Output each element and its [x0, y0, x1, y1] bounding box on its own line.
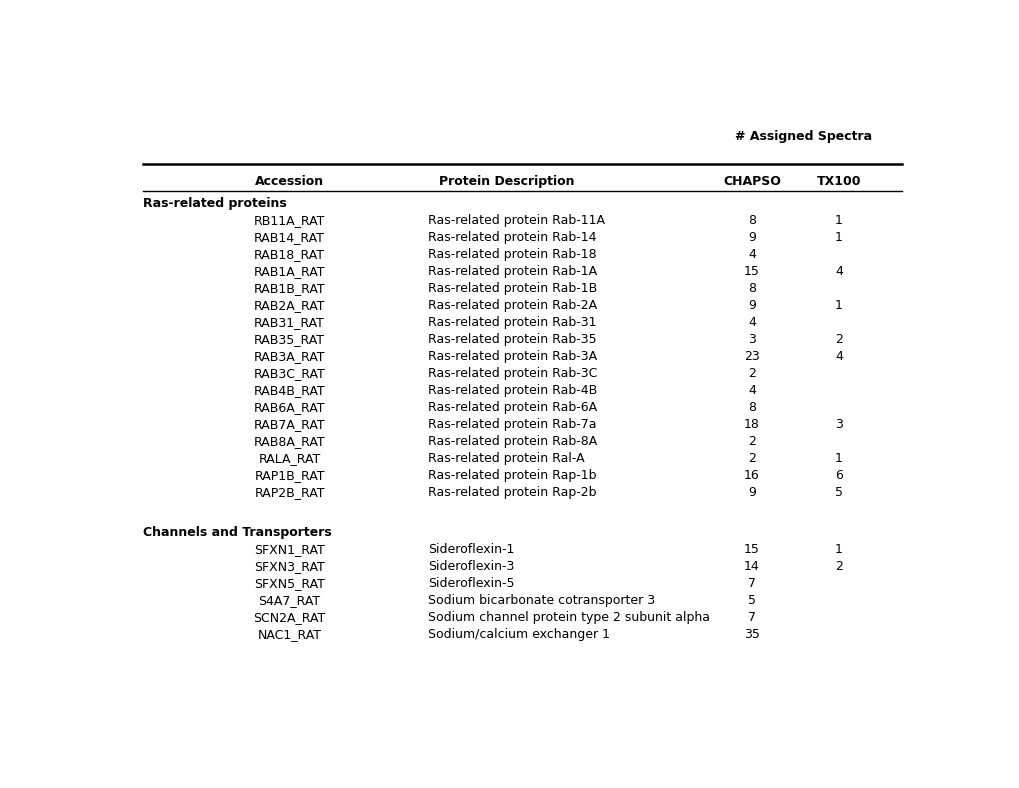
Text: Ras-related proteins: Ras-related proteins	[143, 197, 286, 210]
Text: # Assigned Spectra: # Assigned Spectra	[734, 130, 871, 143]
Text: Sideroflexin-5: Sideroflexin-5	[428, 577, 514, 589]
Text: RAB6A_RAT: RAB6A_RAT	[254, 401, 325, 414]
Text: 1: 1	[835, 543, 842, 556]
Text: Ras-related protein Rab-1B: Ras-related protein Rab-1B	[428, 282, 596, 295]
Text: Ras-related protein Rab-1A: Ras-related protein Rab-1A	[428, 265, 596, 278]
Text: 14: 14	[744, 559, 759, 573]
Text: RAB31_RAT: RAB31_RAT	[254, 316, 325, 329]
Text: 35: 35	[743, 628, 759, 641]
Text: RAB1A_RAT: RAB1A_RAT	[254, 265, 325, 278]
Text: Sodium/calcium exchanger 1: Sodium/calcium exchanger 1	[428, 628, 609, 641]
Text: Sideroflexin-1: Sideroflexin-1	[428, 543, 514, 556]
Text: Ras-related protein Rab-31: Ras-related protein Rab-31	[428, 316, 596, 329]
Text: RAB8A_RAT: RAB8A_RAT	[254, 435, 325, 448]
Text: Ras-related protein Rab-14: Ras-related protein Rab-14	[428, 231, 596, 244]
Text: Ras-related protein Rab-6A: Ras-related protein Rab-6A	[428, 401, 596, 414]
Text: 6: 6	[835, 469, 842, 481]
Text: SCN2A_RAT: SCN2A_RAT	[253, 611, 325, 624]
Text: 7: 7	[747, 611, 755, 624]
Text: 9: 9	[747, 485, 755, 499]
Text: Protein Description: Protein Description	[439, 175, 574, 188]
Text: 1: 1	[835, 299, 842, 312]
Text: CHAPSO: CHAPSO	[722, 175, 781, 188]
Text: 4: 4	[835, 265, 842, 278]
Text: Ras-related protein Rap-1b: Ras-related protein Rap-1b	[428, 469, 596, 481]
Text: Ras-related protein Rab-8A: Ras-related protein Rab-8A	[428, 435, 596, 448]
Text: Ras-related protein Ral-A: Ras-related protein Ral-A	[428, 452, 584, 465]
Text: 4: 4	[835, 350, 842, 362]
Text: Ras-related protein Rab-11A: Ras-related protein Rab-11A	[428, 214, 604, 227]
Text: 3: 3	[747, 333, 755, 346]
Text: RAB1B_RAT: RAB1B_RAT	[254, 282, 325, 295]
Text: 15: 15	[743, 543, 759, 556]
Text: Ras-related protein Rab-35: Ras-related protein Rab-35	[428, 333, 596, 346]
Text: RAB7A_RAT: RAB7A_RAT	[254, 418, 325, 431]
Text: SFXN3_RAT: SFXN3_RAT	[254, 559, 325, 573]
Text: Accession: Accession	[255, 175, 324, 188]
Text: RAP2B_RAT: RAP2B_RAT	[254, 485, 324, 499]
Text: 7: 7	[747, 577, 755, 589]
Text: 1: 1	[835, 231, 842, 244]
Text: Ras-related protein Rab-2A: Ras-related protein Rab-2A	[428, 299, 596, 312]
Text: 3: 3	[835, 418, 842, 431]
Text: RALA_RAT: RALA_RAT	[258, 452, 320, 465]
Text: SFXN5_RAT: SFXN5_RAT	[254, 577, 325, 589]
Text: RB11A_RAT: RB11A_RAT	[254, 214, 325, 227]
Text: 9: 9	[747, 299, 755, 312]
Text: Channels and Transporters: Channels and Transporters	[143, 526, 332, 539]
Text: 8: 8	[747, 282, 755, 295]
Text: Ras-related protein Rab-7a: Ras-related protein Rab-7a	[428, 418, 596, 431]
Text: SFXN1_RAT: SFXN1_RAT	[254, 543, 325, 556]
Text: S4A7_RAT: S4A7_RAT	[258, 593, 320, 607]
Text: RAP1B_RAT: RAP1B_RAT	[254, 469, 324, 481]
Text: Ras-related protein Rap-2b: Ras-related protein Rap-2b	[428, 485, 596, 499]
Text: Sodium channel protein type 2 subunit alpha: Sodium channel protein type 2 subunit al…	[428, 611, 709, 624]
Text: 1: 1	[835, 452, 842, 465]
Text: Ras-related protein Rab-4B: Ras-related protein Rab-4B	[428, 384, 596, 397]
Text: Sodium bicarbonate cotransporter 3: Sodium bicarbonate cotransporter 3	[428, 593, 654, 607]
Text: 5: 5	[747, 593, 755, 607]
Text: RAB3C_RAT: RAB3C_RAT	[254, 366, 325, 380]
Text: Ras-related protein Rab-3C: Ras-related protein Rab-3C	[428, 366, 597, 380]
Text: 2: 2	[835, 559, 842, 573]
Text: RAB35_RAT: RAB35_RAT	[254, 333, 325, 346]
Text: 8: 8	[747, 401, 755, 414]
Text: 9: 9	[747, 231, 755, 244]
Text: 4: 4	[747, 384, 755, 397]
Text: TX100: TX100	[816, 175, 860, 188]
Text: 2: 2	[747, 435, 755, 448]
Text: RAB18_RAT: RAB18_RAT	[254, 248, 325, 261]
Text: 4: 4	[747, 316, 755, 329]
Text: Ras-related protein Rab-3A: Ras-related protein Rab-3A	[428, 350, 596, 362]
Text: RAB14_RAT: RAB14_RAT	[254, 231, 325, 244]
Text: Ras-related protein Rab-18: Ras-related protein Rab-18	[428, 248, 596, 261]
Text: Sideroflexin-3: Sideroflexin-3	[428, 559, 514, 573]
Text: 4: 4	[747, 248, 755, 261]
Text: 23: 23	[744, 350, 759, 362]
Text: NAC1_RAT: NAC1_RAT	[258, 628, 321, 641]
Text: 5: 5	[835, 485, 842, 499]
Text: 16: 16	[744, 469, 759, 481]
Text: 15: 15	[743, 265, 759, 278]
Text: RAB3A_RAT: RAB3A_RAT	[254, 350, 325, 362]
Text: 8: 8	[747, 214, 755, 227]
Text: 2: 2	[747, 452, 755, 465]
Text: 1: 1	[835, 214, 842, 227]
Text: 2: 2	[835, 333, 842, 346]
Text: 2: 2	[747, 366, 755, 380]
Text: RAB2A_RAT: RAB2A_RAT	[254, 299, 325, 312]
Text: 18: 18	[743, 418, 759, 431]
Text: RAB4B_RAT: RAB4B_RAT	[254, 384, 325, 397]
